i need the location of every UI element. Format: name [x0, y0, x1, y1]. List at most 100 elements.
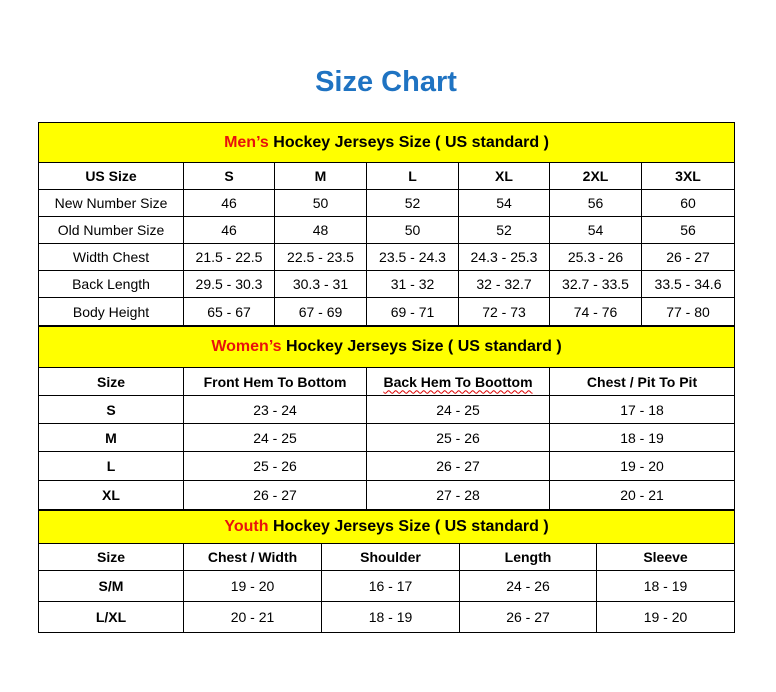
row-label: Old Number Size — [38, 216, 184, 244]
column-header-label: Sleeve — [643, 549, 688, 565]
table-cell: 32.7 - 33.5 — [549, 270, 642, 298]
table-cell: 24 - 26 — [459, 570, 597, 602]
column-header-label: M — [314, 168, 327, 184]
men-size-table: Men’s Hockey Jerseys Size ( US standard … — [37, 122, 736, 326]
youth-column-headers: Size Chest / Width Shoulder Length Sleeve — [38, 543, 736, 571]
table-row: L/XL 20 - 21 18 - 19 26 - 27 19 - 20 — [38, 601, 736, 633]
men-title-row: Men’s Hockey Jerseys Size ( US standard … — [37, 122, 736, 163]
women-title-row: Women’s Hockey Jerseys Size ( US standar… — [37, 326, 736, 368]
table-row: L 25 - 26 26 - 27 19 - 20 — [38, 451, 736, 481]
column-header: L — [366, 162, 459, 190]
column-header-label: Front Hem To Bottom — [203, 373, 347, 390]
table-cell: 25 - 26 — [183, 451, 367, 481]
column-header-label: US Size — [85, 168, 137, 184]
table-cell: 52 — [366, 189, 459, 217]
table-cell: 19 - 20 — [548, 451, 736, 481]
section-title-text: Hockey Jerseys Size ( US standard ) — [268, 518, 549, 535]
row-label: M — [38, 423, 184, 452]
column-header: 3XL — [640, 162, 736, 190]
column-header-label: S — [224, 168, 234, 184]
table-cell: 60 — [640, 189, 736, 217]
column-header: M — [274, 162, 367, 190]
column-header: Sleeve — [595, 543, 736, 571]
table-cell: 56 — [640, 216, 736, 244]
column-header: Chest / Width — [183, 543, 322, 571]
table-row: S 23 - 24 24 - 25 17 - 18 — [38, 395, 736, 424]
table-cell: 19 - 20 — [595, 601, 736, 633]
table-row: XL 26 - 27 27 - 28 20 - 21 — [38, 480, 736, 510]
page-title: Size Chart — [315, 66, 457, 98]
column-header: Front Hem To Bottom — [183, 367, 367, 396]
column-header-label: Chest / Width — [207, 549, 298, 565]
row-label: S/M — [38, 570, 184, 602]
section-title-prefix: Women’s — [211, 338, 282, 355]
table-cell: 23 - 24 — [183, 395, 367, 424]
youth-section-title: Youth Hockey Jerseys Size ( US standard … — [37, 510, 736, 544]
size-chart: Men’s Hockey Jerseys Size ( US standard … — [37, 122, 736, 633]
table-row: Old Number Size 46 48 50 52 54 56 — [38, 216, 736, 244]
table-cell: 24.3 - 25.3 — [458, 243, 550, 271]
table-cell: 46 — [183, 216, 275, 244]
table-cell: 56 — [549, 189, 642, 217]
table-cell: 52 — [458, 216, 550, 244]
men-section-title: Men’s Hockey Jerseys Size ( US standard … — [37, 122, 736, 163]
table-cell: 26 - 27 — [366, 451, 550, 481]
women-column-headers: Size Front Hem To Bottom Back Hem To Boott… — [38, 367, 736, 396]
youth-size-table: Youth Hockey Jerseys Size ( US standard … — [37, 510, 736, 633]
row-label: S — [38, 395, 184, 424]
table-cell: 24 - 25 — [183, 423, 367, 452]
column-header-label: Length — [504, 549, 552, 565]
table-cell: 20 - 21 — [548, 480, 736, 510]
row-label: Back Length — [38, 270, 184, 298]
section-title-text: Hockey Jerseys Size ( US standard ) — [281, 338, 562, 355]
row-label: New Number Size — [38, 189, 184, 217]
table-cell: 22.5 - 23.5 — [274, 243, 367, 271]
table-cell: 21.5 - 22.5 — [183, 243, 275, 271]
table-cell: 16 - 17 — [321, 570, 460, 602]
table-cell: 20 - 21 — [183, 601, 322, 633]
section-title-text: Hockey Jerseys Size ( US standard ) — [268, 133, 549, 151]
men-column-headers: US Size S M L XL 2XL 3XL — [38, 162, 736, 190]
table-cell: 25.3 - 26 — [549, 243, 642, 271]
column-header-label: Chest / Pit To Pit — [586, 373, 698, 390]
column-header: Size — [38, 367, 184, 396]
column-header: Shoulder — [321, 543, 460, 571]
table-cell: 33.5 - 34.6 — [640, 270, 736, 298]
column-header-label: XL — [495, 168, 513, 184]
women-size-table: Women’s Hockey Jerseys Size ( US standar… — [37, 326, 736, 510]
table-cell: 72 - 73 — [458, 297, 550, 326]
table-cell: 26 - 27 — [459, 601, 597, 633]
column-header-label: 2XL — [582, 168, 609, 184]
table-cell: 77 - 80 — [640, 297, 736, 326]
table-cell: 26 - 27 — [640, 243, 736, 271]
table-cell: 29.5 - 30.3 — [183, 270, 275, 298]
youth-title-row: Youth Hockey Jerseys Size ( US standard … — [37, 510, 736, 544]
table-cell: 31 - 32 — [366, 270, 459, 298]
column-header-label: L — [408, 168, 417, 184]
column-header: US Size — [38, 162, 184, 190]
table-cell: 24 - 25 — [366, 395, 550, 424]
row-label: L — [38, 451, 184, 481]
column-header-label: Back Hem To Boottom — [383, 373, 533, 390]
table-cell: 23.5 - 24.3 — [366, 243, 459, 271]
row-label: Width Chest — [38, 243, 184, 271]
table-cell: 27 - 28 — [366, 480, 550, 510]
column-header: Back Hem To Boottom — [366, 367, 550, 396]
table-cell: 30.3 - 31 — [274, 270, 367, 298]
table-cell: 67 - 69 — [274, 297, 367, 326]
section-title-prefix: Youth — [224, 518, 269, 535]
table-cell: 74 - 76 — [549, 297, 642, 326]
column-header-label: Shoulder — [360, 549, 421, 565]
row-label: L/XL — [38, 601, 184, 633]
table-row: S/M 19 - 20 16 - 17 24 - 26 18 - 19 — [38, 570, 736, 602]
column-header-label: 3XL — [675, 168, 701, 184]
column-header: 2XL — [549, 162, 642, 190]
table-cell: 69 - 71 — [366, 297, 459, 326]
table-cell: 18 - 19 — [595, 570, 736, 602]
women-section-title: Women’s Hockey Jerseys Size ( US standar… — [37, 326, 736, 368]
table-cell: 65 - 67 — [183, 297, 275, 326]
table-row: M 24 - 25 25 - 26 18 - 19 — [38, 423, 736, 452]
table-cell: 54 — [549, 216, 642, 244]
column-header: Size — [38, 543, 184, 571]
table-cell: 19 - 20 — [183, 570, 322, 602]
